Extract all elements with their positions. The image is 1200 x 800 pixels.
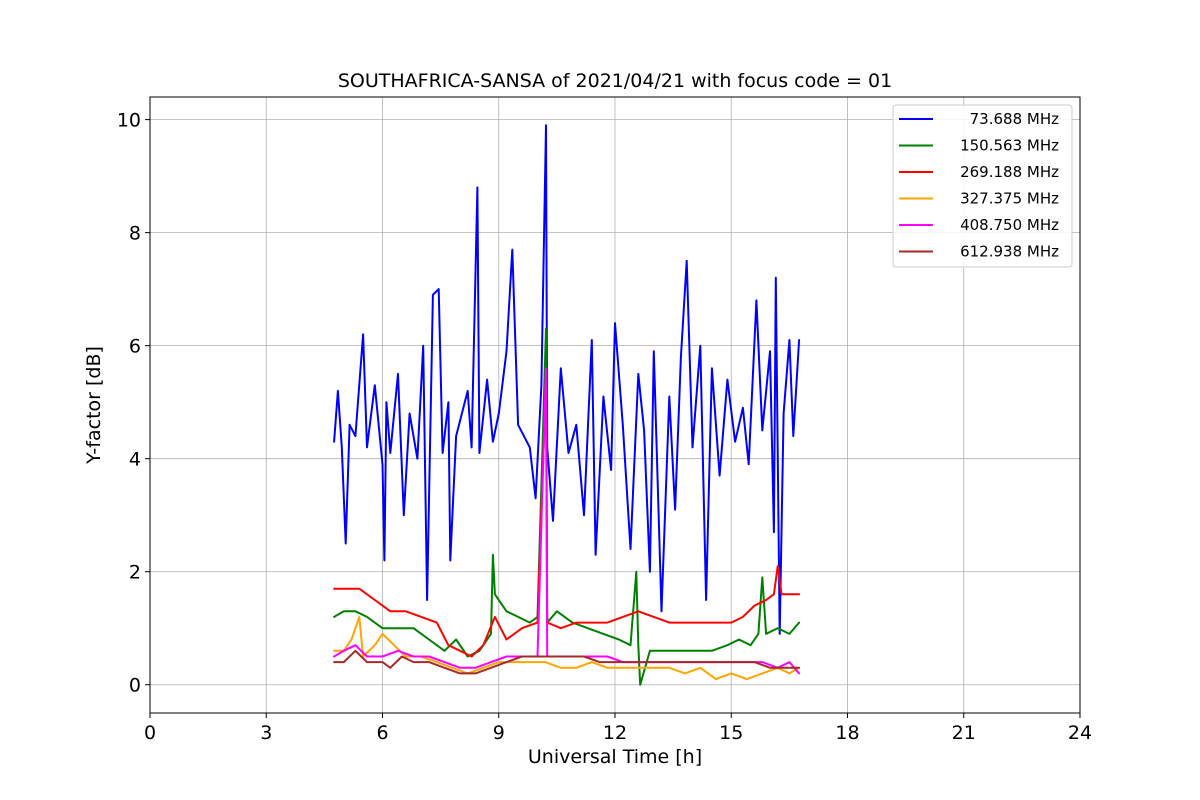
y-tick-label: 0: [129, 675, 141, 697]
x-tick-label: 3: [260, 722, 272, 744]
legend-label-1: 150.563 MHz: [960, 137, 1059, 155]
series-line-1: [333, 327, 801, 686]
y-tick-label: 2: [129, 562, 141, 584]
legend-label-3: 327.375 MHz: [960, 190, 1059, 208]
x-tick-label: 0: [144, 722, 156, 744]
series-line-2: [333, 378, 801, 658]
plot-series: [333, 124, 801, 686]
legend-box: [892, 104, 1073, 268]
legend-label-0: 73.688 MHz: [970, 110, 1059, 128]
x-tick-label: 18: [835, 722, 859, 744]
legend-label-4: 408.750 MHz: [960, 216, 1059, 234]
y-tick-label: 10: [117, 110, 141, 132]
x-tick-label: 24: [1068, 722, 1092, 744]
legend: 73.688 MHz 150.563 MHz 269.188 MHz 327.375 …: [892, 104, 1073, 268]
legend-label-2: 269.188 MHz: [960, 163, 1059, 181]
x-tick-label: 12: [603, 722, 627, 744]
x-tick-label: 6: [376, 722, 388, 744]
y-tick-label: 6: [129, 336, 141, 358]
series-line-0: [333, 124, 801, 635]
y-axis-ticks: 0 2 4 6 8 10: [117, 110, 150, 697]
x-tick-label: 15: [719, 722, 743, 744]
x-axis-label: Universal Time [h]: [528, 746, 702, 768]
y-tick-label: 4: [129, 449, 141, 471]
y-tick-label: 8: [129, 223, 141, 245]
legend-label-5: 612.938 MHz: [960, 243, 1059, 261]
x-tick-label: 21: [952, 722, 976, 744]
x-tick-label: 9: [493, 722, 505, 744]
y-axis-label: Y-factor [dB]: [83, 346, 105, 465]
series-line-3: [333, 615, 801, 681]
x-axis-ticks: 0 3 6 9 12 15 18 21 24: [144, 713, 1092, 744]
series-line-5: [333, 649, 801, 675]
chart-title: SOUTHAFRICA-SANSA of 2021/04/21 with foc…: [338, 70, 892, 92]
